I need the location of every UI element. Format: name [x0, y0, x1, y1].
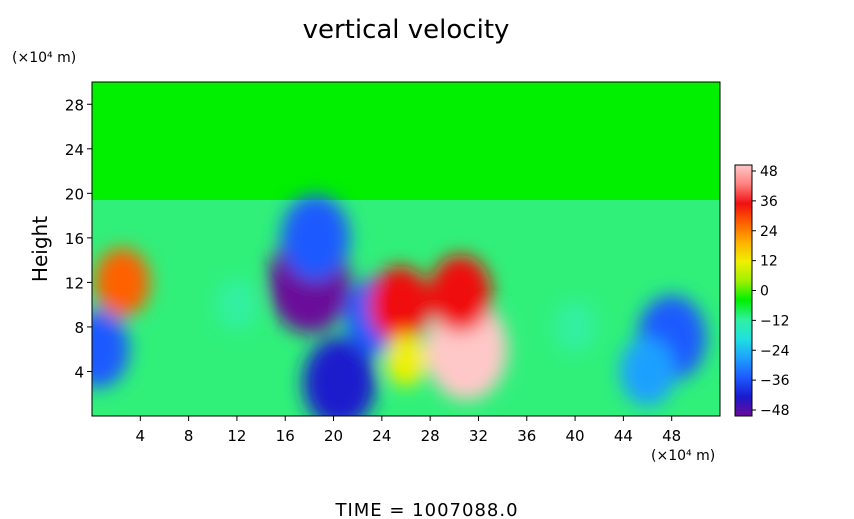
heatmap-feature	[429, 254, 492, 333]
y-tick-label: 4	[74, 363, 84, 381]
x-tick-label: 4	[136, 427, 146, 445]
colorbar-ticks: 48 36 24 12 0 −12 −24 −36 −48	[752, 164, 790, 419]
heatmap-feature	[553, 300, 597, 354]
colorbar-tick-label: −12	[760, 313, 790, 329]
colorbar-tick-label: −24	[760, 343, 790, 359]
heatmap-field	[92, 82, 720, 416]
y-tick-label: 16	[65, 230, 84, 248]
chart-title: vertical velocity	[303, 15, 510, 45]
colorbar	[734, 164, 753, 417]
x-tick-label: 36	[517, 427, 536, 445]
y-tick-label: 20	[65, 185, 84, 203]
x-tick-label: 8	[184, 427, 194, 445]
colorbar-tick-label: 12	[760, 254, 778, 270]
x-tick-label: 28	[421, 427, 440, 445]
y-axis-ticks: 4 8 12 16 20 24 28	[65, 96, 92, 381]
x-tick-label: 20	[324, 427, 343, 445]
y-axis-label: Height	[28, 216, 52, 282]
y-tick-label: 8	[74, 319, 84, 337]
heatmap-feature	[619, 336, 676, 406]
x-tick-label: 16	[276, 427, 295, 445]
colorbar-tick-label: −36	[760, 373, 790, 389]
x-axis-unit: (×10⁴ m)	[651, 448, 715, 464]
heatmap-feature	[94, 247, 150, 317]
heatmap-feature	[281, 195, 350, 281]
y-axis-unit: (×10⁴ m)	[12, 50, 76, 66]
x-tick-label: 40	[566, 427, 585, 445]
colorbar-tick-label: 0	[760, 284, 769, 300]
x-tick-label: 48	[662, 427, 681, 445]
colorbar-tick-label: 48	[760, 164, 778, 180]
plot-frame	[91, 81, 721, 417]
heatmap-feature	[302, 336, 377, 416]
colorbar-tick-label: 36	[760, 194, 778, 210]
x-tick-label: 12	[227, 427, 246, 445]
upper-calm-band	[92, 82, 720, 200]
colorbar-tick-label: −48	[760, 403, 790, 419]
x-tick-label: 32	[469, 427, 488, 445]
time-label: TIME = 1007088.0	[334, 500, 518, 519]
colorbar-tick-label: 24	[760, 224, 778, 240]
heatmap-feature	[384, 334, 428, 387]
y-tick-label: 28	[65, 96, 84, 114]
x-axis-ticks: 4 8 12 16 20 24 28 32 36 40 44 48	[136, 416, 681, 445]
x-tick-label: 44	[614, 427, 633, 445]
heatmap-feature	[92, 310, 130, 388]
heatmap-feature	[368, 265, 432, 344]
y-tick-label: 12	[65, 274, 84, 292]
x-tick-label: 24	[372, 427, 391, 445]
heatmap-feature	[215, 278, 259, 331]
y-tick-label: 24	[65, 141, 84, 159]
